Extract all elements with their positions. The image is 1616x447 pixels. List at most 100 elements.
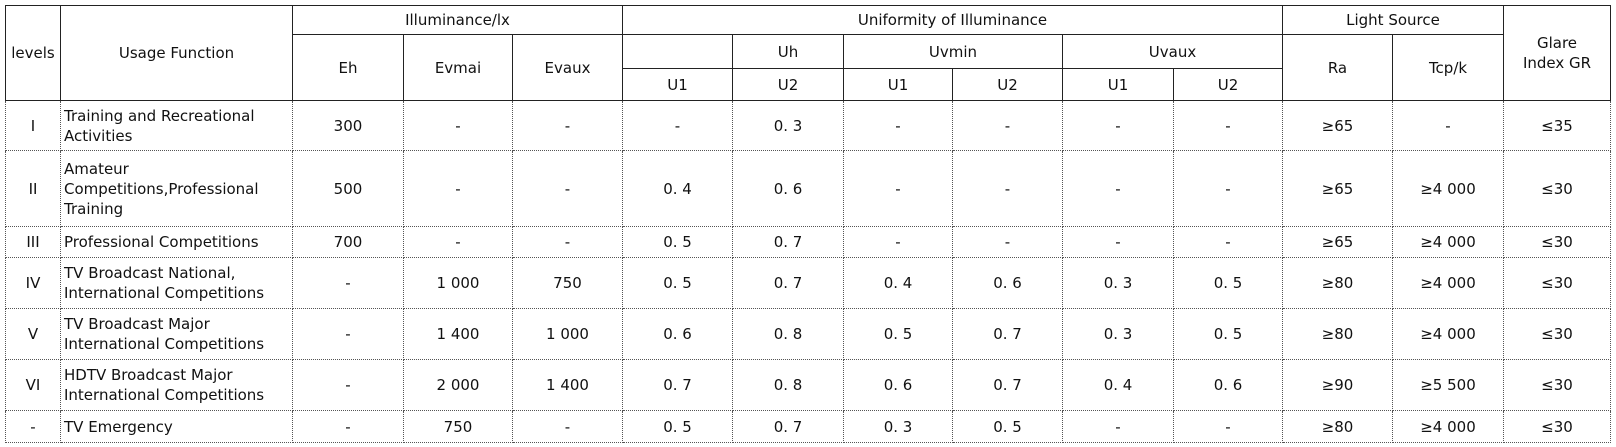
table-row: III Professional Competitions 700- -0. 5 0. …: [5, 226, 1611, 258]
value-cell: -: [512, 410, 623, 443]
header-cell: Uvaux: [1062, 34, 1283, 69]
value-cell: ≤30: [1503, 150, 1611, 227]
value-cell: ≥65: [1282, 226, 1393, 258]
table-row: I Training and Recreational Activities 300…: [5, 100, 1611, 151]
usage-cell: Training and Recreational Activities: [60, 100, 293, 151]
value-cell: ≥90: [1282, 359, 1393, 411]
value-cell: 0. 3: [843, 410, 953, 443]
value-cell: ≥4 000: [1392, 308, 1504, 360]
table-row: II Amateur Competitions,Professional Trai…: [5, 150, 1611, 227]
value-cell: 0. 3: [1062, 308, 1174, 360]
value-cell: -: [1173, 410, 1283, 443]
value-cell: ≥4 000: [1392, 150, 1504, 227]
value-cell: 0. 5: [622, 257, 733, 309]
value-cell: ≤30: [1503, 410, 1611, 443]
level-cell: II: [5, 150, 61, 227]
value-cell: 0. 5: [622, 226, 733, 258]
header-cell: U1: [843, 68, 953, 101]
value-cell: 750: [512, 257, 623, 309]
header-cell: U2: [732, 68, 844, 101]
header-cell: Uh: [732, 34, 844, 69]
value-cell: -: [843, 100, 953, 151]
header-cell: U1: [622, 68, 733, 101]
table-row: IV TV Broadcast National, International C…: [5, 257, 1611, 309]
header-cell: Tcp/k: [1392, 34, 1504, 101]
value-cell: 0. 8: [732, 359, 844, 411]
header-cell: Evmai: [403, 34, 513, 101]
header-cell: Uniformity of Illuminance: [622, 5, 1283, 35]
value-cell: 1 400: [512, 359, 623, 411]
value-cell: ≤30: [1503, 226, 1611, 258]
value-cell: -: [292, 257, 404, 309]
value-cell: 0. 6: [952, 257, 1063, 309]
value-cell: 0. 5: [622, 410, 733, 443]
header-cell: Glare Index GR: [1503, 5, 1611, 101]
value-cell: 0. 6: [1173, 359, 1283, 411]
value-cell: 0. 4: [622, 150, 733, 227]
usage-cell: HDTV Broadcast Major International Compe…: [60, 359, 293, 411]
value-cell: 0. 7: [732, 226, 844, 258]
usage-cell: Amateur Competitions,Professional Traini…: [60, 150, 293, 227]
lighting-table: levels Usage Function Illuminance/lx Uni…: [5, 5, 1611, 443]
value-cell: 0. 7: [952, 359, 1063, 411]
value-cell: 1 400: [403, 308, 513, 360]
value-cell: 0. 5: [1173, 257, 1283, 309]
value-cell: -: [1173, 226, 1283, 258]
usage-cell: TV Broadcast Major International Competi…: [60, 308, 293, 360]
value-cell: ≥80: [1282, 308, 1393, 360]
value-cell: 500: [292, 150, 404, 227]
header-cell: Evaux: [512, 34, 623, 101]
value-cell: ≥5 500: [1392, 359, 1504, 411]
value-cell: ≥80: [1282, 410, 1393, 443]
value-cell: -: [952, 100, 1063, 151]
level-cell: -: [5, 410, 61, 443]
value-cell: -: [1062, 100, 1174, 151]
value-cell: -: [1062, 226, 1174, 258]
value-cell: 700: [292, 226, 404, 258]
value-cell: 1 000: [512, 308, 623, 360]
value-cell: -: [403, 150, 513, 227]
value-cell: -: [292, 410, 404, 443]
value-cell: -: [1062, 150, 1174, 227]
value-cell: ≥80: [1282, 257, 1393, 309]
value-cell: -: [403, 100, 513, 151]
value-cell: 0. 8: [732, 308, 844, 360]
value-cell: ≥65: [1282, 100, 1393, 151]
value-cell: 0. 4: [1062, 359, 1174, 411]
level-cell: VI: [5, 359, 61, 411]
value-cell: -: [843, 150, 953, 227]
value-cell: 0. 5: [952, 410, 1063, 443]
header-cell: Eh: [292, 34, 404, 101]
value-cell: -: [512, 226, 623, 258]
usage-cell: Professional Competitions: [60, 226, 293, 258]
header-cell: levels: [5, 5, 61, 101]
table-row: V TV Broadcast Major International Compet…: [5, 308, 1611, 360]
value-cell: -: [622, 100, 733, 151]
table-row: - TV Emergency -750-0. 5 0. 7 0. 3 0. 5- - ≥80 ≥…: [5, 410, 1611, 443]
level-cell: IV: [5, 257, 61, 309]
usage-cell: TV Emergency: [60, 410, 293, 443]
table-row: VI HDTV Broadcast Major International Com…: [5, 359, 1611, 411]
value-cell: 0. 3: [1062, 257, 1174, 309]
value-cell: ≤30: [1503, 308, 1611, 360]
value-cell: ≤30: [1503, 257, 1611, 309]
table-body: I Training and Recreational Activities 300…: [5, 100, 1611, 443]
header-cell: Usage Function: [60, 5, 293, 101]
value-cell: -: [512, 100, 623, 151]
header-cell: Light Source: [1282, 5, 1504, 35]
level-cell: III: [5, 226, 61, 258]
value-cell: ≤35: [1503, 100, 1611, 151]
value-cell: -: [1392, 100, 1504, 151]
usage-cell: TV Broadcast National, International Com…: [60, 257, 293, 309]
header-cell: Ra: [1282, 34, 1393, 101]
value-cell: 0. 6: [843, 359, 953, 411]
value-cell: 0. 7: [732, 410, 844, 443]
value-cell: 300: [292, 100, 404, 151]
value-cell: -: [952, 226, 1063, 258]
header-cell: U2: [952, 68, 1063, 101]
value-cell: 0. 4: [843, 257, 953, 309]
value-cell: ≥4 000: [1392, 226, 1504, 258]
header-cell: Uvmin: [843, 34, 1063, 69]
value-cell: ≤30: [1503, 359, 1611, 411]
